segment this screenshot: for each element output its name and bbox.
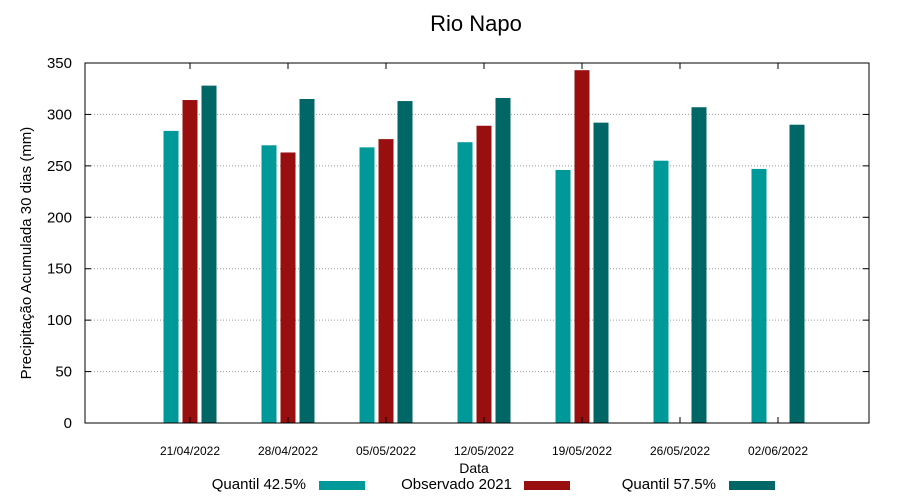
legend-label: Quantil 57.5% <box>622 476 716 493</box>
y-tick-label: 100 <box>47 312 72 329</box>
x-tick-label: 21/04/2022 <box>160 444 220 458</box>
bar <box>359 147 375 424</box>
bar <box>201 85 217 423</box>
x-tick-label: 05/05/2022 <box>356 444 416 458</box>
bar <box>261 145 277 424</box>
bar <box>182 100 198 424</box>
bar <box>476 125 492 423</box>
y-axis: 0 50 100 150 200 250 300 350 <box>47 55 869 432</box>
bar <box>495 97 511 423</box>
x-tick-label: 02/06/2022 <box>748 444 808 458</box>
bar <box>789 124 805 423</box>
bar <box>280 152 296 423</box>
legend: Quantil 42.5% Observado 2021 Quantil 57.5% <box>212 476 775 493</box>
x-axis: 21/04/2022 28/04/2022 05/05/2022 12/05/2022… <box>160 63 808 458</box>
bar <box>691 107 707 423</box>
bar <box>457 142 473 423</box>
x-tick-label: 19/05/2022 <box>552 444 612 458</box>
y-tick-label: 50 <box>55 364 72 381</box>
bar <box>574 70 590 423</box>
bars <box>163 70 805 424</box>
x-tick-label: 12/05/2022 <box>454 444 514 458</box>
y-tick-label: 0 <box>64 415 72 432</box>
bar <box>397 101 413 424</box>
legend-label: Observado 2021 <box>401 476 512 493</box>
plot-frame <box>84 62 870 424</box>
x-tick-label: 28/04/2022 <box>258 444 318 458</box>
y-tick-label: 200 <box>47 209 72 226</box>
y-tick-label: 250 <box>47 158 72 175</box>
legend-label: Quantil 42.5% <box>212 476 306 493</box>
y-tick-label: 300 <box>47 106 72 123</box>
bar <box>653 160 669 423</box>
legend-swatch <box>524 481 570 490</box>
bar <box>378 139 394 423</box>
bar <box>163 130 179 423</box>
bar <box>751 168 767 423</box>
chart-title: Rio Napo <box>430 11 522 36</box>
bar <box>555 169 571 423</box>
bar <box>299 99 315 423</box>
y-axis-label: Precipitação Acumulada 30 dias (mm) <box>18 127 35 380</box>
x-axis-label: Data <box>459 460 489 476</box>
bar <box>593 122 609 424</box>
y-tick-label: 150 <box>47 261 72 278</box>
legend-swatch <box>319 481 365 490</box>
x-tick-label: 26/05/2022 <box>650 444 710 458</box>
y-tick-label: 350 <box>47 55 72 72</box>
legend-swatch <box>729 481 775 490</box>
